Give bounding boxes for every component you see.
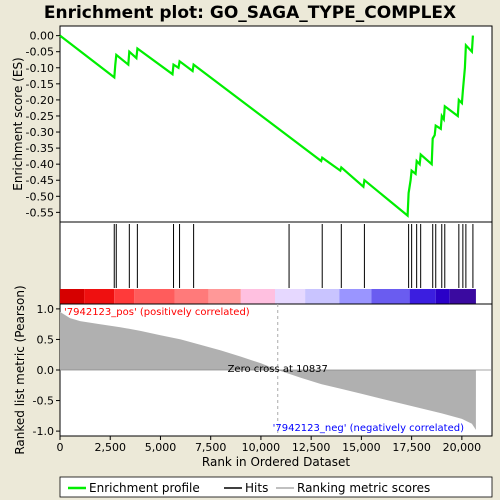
metric-y-tick-label: 0.0 bbox=[37, 364, 55, 377]
heat-bar-segment bbox=[274, 289, 306, 304]
es-y-tick-label: -0.15 bbox=[26, 78, 54, 91]
es-y-tick-label: -0.55 bbox=[26, 206, 54, 219]
es-y-tick-label: -0.20 bbox=[26, 94, 54, 107]
es-y-tick-label: -0.25 bbox=[26, 110, 54, 123]
x-tick-label: 5,000 bbox=[145, 441, 177, 454]
heat-bar-segment bbox=[339, 289, 372, 304]
es-y-tick-label: -0.10 bbox=[26, 62, 54, 75]
heat-bar-segment bbox=[449, 289, 476, 304]
ranked-list-heat-bar bbox=[60, 289, 476, 304]
x-tick-label: 7,500 bbox=[195, 441, 227, 454]
metric-y-tick-label: 0.5 bbox=[37, 333, 55, 346]
x-tick-label: 15,000 bbox=[342, 441, 381, 454]
heat-bar-segment bbox=[60, 289, 85, 304]
x-tick-label: 20,000 bbox=[443, 441, 482, 454]
heat-bar-segment bbox=[435, 289, 450, 304]
positive-correlation-label: '7942123_pos' (positively correlated) bbox=[64, 307, 250, 318]
heat-bar-segment bbox=[134, 289, 175, 304]
metric-panel: 1.0 0.5 0.0 -0.5 -1.0 0 2,500 5,000 7,500 10,000… bbox=[13, 285, 493, 469]
heat-bar-segment bbox=[371, 289, 410, 304]
metric-y-ticks: 1.0 0.5 0.0 -0.5 -1.0 bbox=[33, 303, 60, 438]
es-y-tick-label: 0.00 bbox=[30, 30, 55, 43]
heat-bar-segment bbox=[114, 289, 135, 304]
metric-y-tick-label: 1.0 bbox=[37, 303, 55, 316]
legend: Enrichment profile Hits Ranking metric s… bbox=[59, 476, 493, 498]
heat-bar-segment bbox=[409, 289, 436, 304]
heat-bar-segment bbox=[84, 289, 115, 304]
legend-hits-label: Hits bbox=[245, 481, 268, 495]
es-y-tick-label: -0.40 bbox=[26, 158, 54, 171]
es-y-axis-label: Enrichment score (ES) bbox=[11, 57, 25, 190]
x-axis-label: Rank in Ordered Dataset bbox=[202, 455, 350, 469]
zero-cross-label: Zero cross at 10837 bbox=[228, 364, 328, 375]
es-y-tick-label: -0.30 bbox=[26, 126, 54, 139]
chart-title: Enrichment plot: GO_SAGA_TYPE_COMPLEX bbox=[44, 3, 456, 23]
x-tick-label: 0 bbox=[57, 441, 64, 454]
es-y-tick-label: -0.35 bbox=[26, 142, 54, 155]
x-tick-label: 17,500 bbox=[392, 441, 431, 454]
negative-correlation-label: '7942123_neg' (negatively correlated) bbox=[273, 423, 464, 434]
x-ticks: 0 2,500 5,000 7,500 10,000 12,500 15,000 17,500… bbox=[57, 436, 482, 454]
ranking-metric-area bbox=[60, 311, 476, 430]
x-tick-label: 2,500 bbox=[94, 441, 126, 454]
x-tick-label: 12,500 bbox=[292, 441, 331, 454]
legend-enrichment-label: Enrichment profile bbox=[89, 481, 200, 495]
heat-bar-segment bbox=[174, 289, 209, 304]
heat-bar-segment bbox=[208, 289, 241, 304]
metric-y-axis-label: Ranked list metric (Pearson) bbox=[13, 285, 27, 454]
hit-markers bbox=[113, 224, 474, 288]
heat-bar-segment bbox=[240, 289, 275, 304]
legend-ranking-label: Ranking metric scores bbox=[297, 481, 430, 495]
hits-panel bbox=[59, 221, 493, 305]
es-panel: 0.00 -0.05 -0.10 -0.15 -0.20 -0.25 -0.30 -0.35 -… bbox=[11, 25, 493, 223]
metric-y-tick-label: -1.0 bbox=[33, 425, 54, 438]
metric-y-tick-label: -0.5 bbox=[33, 395, 54, 408]
es-y-tick-label: -0.05 bbox=[26, 46, 54, 59]
es-y-tick-label: -0.50 bbox=[26, 190, 54, 203]
es-y-tick-label: -0.45 bbox=[26, 174, 54, 187]
heat-bar-segment bbox=[305, 289, 340, 304]
enrichment-profile-line bbox=[59, 34, 474, 218]
es-y-ticks: 0.00 -0.05 -0.10 -0.15 -0.20 -0.25 -0.30 -0.35 -… bbox=[26, 30, 60, 219]
x-tick-label: 10,000 bbox=[242, 441, 281, 454]
es-plot-area bbox=[59, 25, 493, 223]
